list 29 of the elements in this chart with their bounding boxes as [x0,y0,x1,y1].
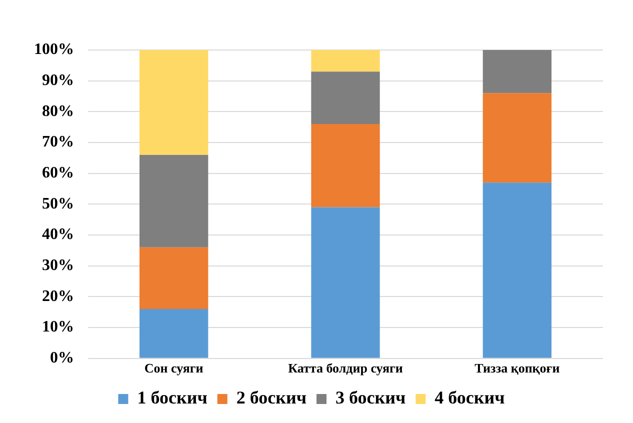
x-tick-label: Сон суяги [144,360,204,376]
legend-label: 1 боскич [137,388,208,408]
bar [482,50,552,94]
bar [311,50,380,72]
bar [311,207,380,358]
bar [311,124,380,208]
legend-label: 2 боскич [236,388,307,408]
x-tick-label: Тизза қопқоғи [474,360,560,376]
bar [140,154,208,248]
y-tick-label: 10% [42,318,74,336]
bar [140,247,208,310]
y-tick-label: 20% [42,288,74,305]
y-tick-label: 70% [42,134,74,151]
legend-label: 3 боскич [336,388,406,408]
y-tick-label: 60% [42,164,74,182]
y-tick-label: 50% [42,195,74,212]
legend-label: 4 боскич [434,388,505,408]
y-tick-label: 30% [42,257,74,274]
y-tick-label: 40% [42,226,74,244]
bar [482,93,552,183]
x-tick-label: Катта болдир суяги [288,360,404,376]
bar [140,309,208,358]
y-tick-label: 80% [42,102,74,120]
bar [140,50,208,155]
bar [482,182,552,358]
bar [311,72,380,124]
y-tick-label: 0% [50,350,74,367]
y-tick-label: 100% [34,41,74,58]
y-tick-label: 90% [42,72,74,89]
